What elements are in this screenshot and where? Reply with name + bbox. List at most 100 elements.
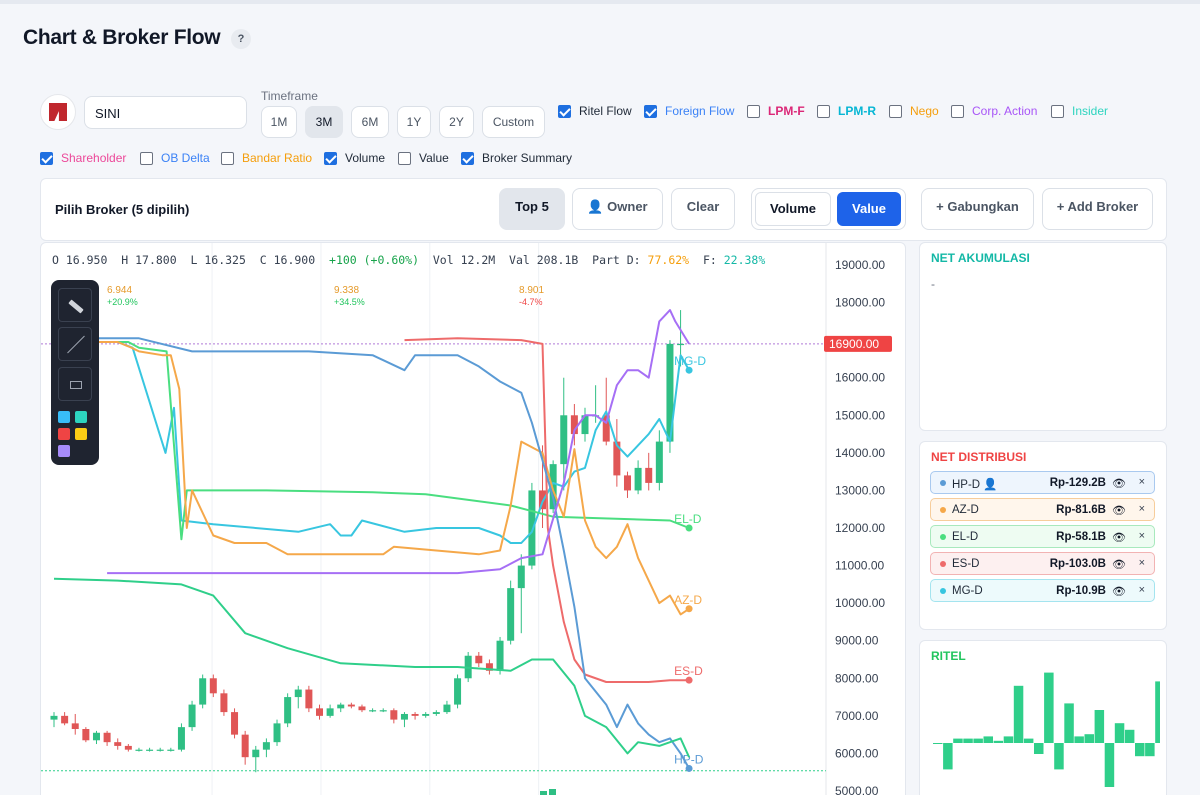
ritel-title: RITEL xyxy=(931,649,966,663)
toggle-label: Shareholder xyxy=(61,151,127,165)
candle-body xyxy=(252,749,260,758)
toggle-broker-summary[interactable]: Broker Summary xyxy=(461,151,572,165)
net-akumulasi-card xyxy=(919,242,1167,431)
color-swatch-blue[interactable] xyxy=(58,411,70,423)
color-swatch-red[interactable] xyxy=(58,428,70,440)
eye-icon[interactable]: 👁 xyxy=(1112,505,1126,517)
timeframe-6m-button[interactable]: 6M xyxy=(351,106,389,138)
checkbox[interactable] xyxy=(817,104,830,118)
toggle-ob-delta[interactable]: OB Delta xyxy=(140,151,210,165)
candle-body xyxy=(623,475,631,491)
candle-body xyxy=(209,678,217,694)
broker-line-end xyxy=(685,605,693,613)
ohlc-part-d: 77.62% xyxy=(647,253,690,267)
broker-value: Rp-103.0B xyxy=(1049,558,1106,570)
close-icon[interactable]: × xyxy=(1138,557,1145,569)
eye-icon[interactable]: 👁 xyxy=(1112,586,1126,598)
color-swatch-teal[interactable] xyxy=(75,411,87,423)
candle-body xyxy=(485,663,493,671)
broker-line xyxy=(54,341,690,616)
timeframe-custom-button[interactable]: Custom xyxy=(482,106,545,138)
toggle-lpm-f[interactable]: LPM-F xyxy=(747,104,805,118)
broker-pill[interactable]: HP-D 👤 Rp-129.2B 👁 × xyxy=(930,471,1155,494)
clear-button[interactable]: Clear xyxy=(671,188,735,230)
checkbox[interactable] xyxy=(221,151,234,165)
ruler-tool-icon[interactable] xyxy=(58,288,92,322)
top5-button[interactable]: Top 5 xyxy=(499,188,565,230)
candle-body xyxy=(602,415,610,442)
toggle-lpm-r[interactable]: LPM-R xyxy=(817,104,876,118)
candle-body xyxy=(507,588,515,641)
timeframe-1m-button[interactable]: 1M xyxy=(261,106,297,138)
broker-value: Rp-58.1B xyxy=(1056,531,1106,543)
eye-icon[interactable]: 👁 xyxy=(1112,478,1126,490)
close-icon[interactable]: × xyxy=(1138,503,1145,515)
owner-button[interactable]: 👤 Owner xyxy=(572,188,663,230)
candle-body xyxy=(71,723,79,730)
candle-body xyxy=(475,655,483,664)
close-icon[interactable]: × xyxy=(1138,584,1145,596)
checkbox[interactable] xyxy=(398,151,411,165)
broker-pill[interactable]: ES-D Rp-103.0B 👁 × xyxy=(930,552,1155,575)
timeframe-2y-button[interactable]: 2Y xyxy=(439,106,474,138)
candle-body xyxy=(496,640,504,671)
stock-logo xyxy=(40,94,76,130)
candle-body xyxy=(560,415,568,465)
broker-line xyxy=(404,337,690,683)
ritel-bar xyxy=(1124,729,1135,743)
line-tool-icon[interactable] xyxy=(58,327,92,361)
net-distribusi-title: NET DISTRIBUSI xyxy=(931,450,1027,464)
checkbox[interactable] xyxy=(558,104,571,118)
toggle-corp-action[interactable]: Corp. Action xyxy=(951,104,1037,118)
broker-pill[interactable]: MG-D Rp-10.9B 👁 × xyxy=(930,579,1155,602)
checkbox[interactable] xyxy=(140,151,153,165)
ritel-bar xyxy=(983,736,993,743)
volume-mode-button[interactable]: Volume xyxy=(755,192,831,226)
toggle-shareholder[interactable]: Shareholder xyxy=(40,151,126,165)
help-icon[interactable]: ? xyxy=(231,29,251,49)
toggle-label: Volume xyxy=(345,151,386,165)
checkbox[interactable] xyxy=(644,104,657,118)
y-tick-label: 13000.00 xyxy=(835,483,885,497)
gabungkan-button[interactable]: + Gabungkan xyxy=(921,188,1034,230)
broker-color-dot xyxy=(940,561,946,567)
checkbox[interactable] xyxy=(461,151,474,165)
toggle-ritel-flow[interactable]: Ritel Flow xyxy=(558,104,632,118)
toggle-label: Foreign Flow xyxy=(665,104,735,118)
checkbox[interactable] xyxy=(951,104,964,118)
toggle-volume[interactable]: Volume xyxy=(324,151,385,165)
checkbox[interactable] xyxy=(1051,104,1064,118)
checkbox[interactable] xyxy=(40,151,53,165)
rectangle-tool-icon[interactable] xyxy=(58,367,92,401)
value-mode-button[interactable]: Value xyxy=(837,192,901,226)
timeframe-3m-button[interactable]: 3M xyxy=(305,106,343,138)
toggle-insider[interactable]: Insider xyxy=(1051,104,1108,118)
broker-name: AZ-D xyxy=(952,504,979,516)
toggle-value[interactable]: Value xyxy=(398,151,449,165)
color-swatch-purple[interactable] xyxy=(58,445,70,457)
checkbox[interactable] xyxy=(747,104,760,118)
add-broker-button[interactable]: + Add Broker xyxy=(1042,188,1153,230)
ticker-input[interactable]: SINI xyxy=(84,96,247,129)
y-tick-label: 12000.00 xyxy=(835,521,885,535)
checkbox[interactable] xyxy=(324,151,337,165)
checkbox[interactable] xyxy=(889,104,902,118)
broker-line xyxy=(54,341,690,541)
candle-body xyxy=(337,704,345,709)
toggle-nego[interactable]: Nego xyxy=(889,104,939,118)
toggle-bandar-ratio[interactable]: Bandar Ratio xyxy=(221,151,312,165)
y-tick-label: 5000.00 xyxy=(835,784,879,795)
broker-pill[interactable]: AZ-D Rp-81.6B 👁 × xyxy=(930,498,1155,521)
broker-pill[interactable]: EL-D Rp-58.1B 👁 × xyxy=(930,525,1155,548)
eye-icon[interactable]: 👁 xyxy=(1112,559,1126,571)
eye-icon[interactable]: 👁 xyxy=(1112,532,1126,544)
price-chart[interactable]: 19000.00 18000.00 16000.00 15000.00 14000.00… xyxy=(41,243,905,795)
color-swatch-yellow[interactable] xyxy=(75,428,87,440)
close-icon[interactable]: × xyxy=(1138,476,1145,488)
candle-body xyxy=(156,749,164,751)
toggle-foreign-flow[interactable]: Foreign Flow xyxy=(644,104,734,118)
ritel-bar xyxy=(933,743,943,744)
candle-body xyxy=(369,710,377,712)
close-icon[interactable]: × xyxy=(1138,530,1145,542)
timeframe-1y-button[interactable]: 1Y xyxy=(397,106,431,138)
